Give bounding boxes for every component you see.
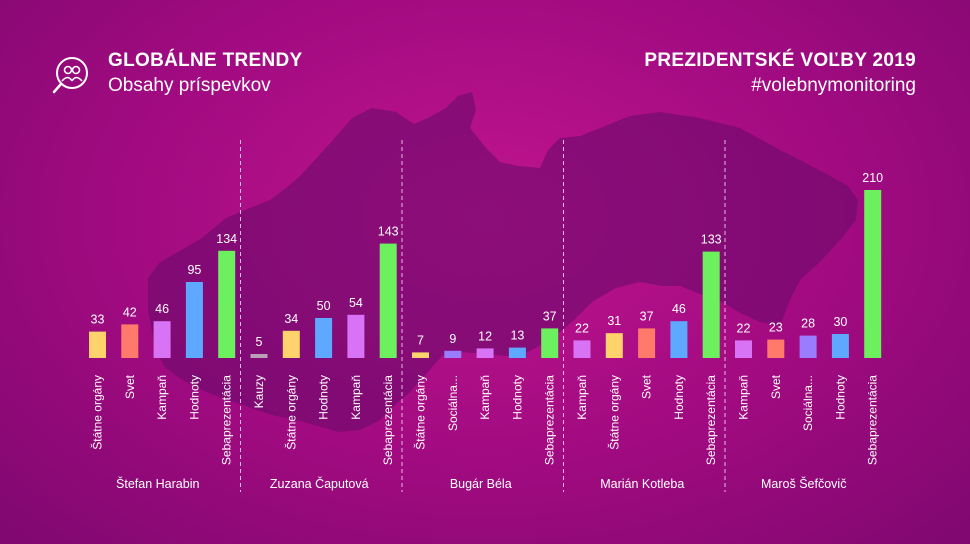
bar xyxy=(638,328,656,358)
category-label: Štátne orgány xyxy=(90,375,105,450)
bar-value-label: 210 xyxy=(862,171,883,185)
group-label: Zuzana Čaputová xyxy=(270,476,369,491)
bar-value-label: 33 xyxy=(91,313,105,327)
bar-value-label: 37 xyxy=(543,309,557,323)
bar-value-label: 13 xyxy=(510,329,524,343)
category-label: Hodnoty xyxy=(187,375,201,420)
category-label: Sociálna... xyxy=(446,375,460,431)
bar-value-label: 34 xyxy=(284,312,298,326)
category-label: Svet xyxy=(640,374,654,399)
bar xyxy=(379,243,397,358)
bar-value-label: 46 xyxy=(672,302,686,316)
group-label: Bugár Béla xyxy=(450,477,512,491)
bar xyxy=(702,251,720,358)
bar xyxy=(347,314,365,358)
category-label: Sebaprezentácia xyxy=(704,375,718,465)
header-right-title: PREZIDENTSKÉ VOĽBY 2019 xyxy=(644,50,916,71)
category-label: Kampaň xyxy=(478,375,492,420)
bar-value-label: 133 xyxy=(701,233,722,247)
bar xyxy=(315,318,333,358)
bar-value-label: 143 xyxy=(378,225,399,239)
category-label: Sebaprezentácia xyxy=(543,375,557,465)
category-label: Hodnoty xyxy=(672,375,686,420)
category-label: Sebaprezentácia xyxy=(220,375,234,465)
bar-value-label: 42 xyxy=(123,305,137,319)
bar-value-label: 54 xyxy=(349,296,363,310)
bar-value-label: 22 xyxy=(575,321,589,335)
bar xyxy=(541,328,559,358)
category-label: Svet xyxy=(123,374,137,399)
category-label: Svet xyxy=(769,374,783,399)
bar-value-label: 9 xyxy=(449,332,456,346)
magnifier-people-icon xyxy=(52,57,88,94)
bar xyxy=(476,348,494,358)
bar-value-label: 23 xyxy=(769,321,783,335)
category-label: Hodnoty xyxy=(317,375,331,420)
category-label: Kampaň xyxy=(575,375,589,420)
bar xyxy=(508,347,526,358)
bar-value-label: 95 xyxy=(187,263,201,277)
category-label: Štátne orgány xyxy=(606,375,621,450)
bar xyxy=(735,340,752,358)
bar xyxy=(121,324,139,358)
bar xyxy=(799,335,817,358)
bar-value-label: 37 xyxy=(640,309,654,323)
category-label: Štátne orgány xyxy=(283,375,298,450)
header-left-subtitle: Obsahy príspevkov xyxy=(108,75,271,96)
group-label: Štefan Harabin xyxy=(116,476,199,491)
bar xyxy=(185,282,203,358)
bar xyxy=(412,352,429,358)
bar-value-label: 30 xyxy=(833,315,847,329)
category-label: Hodnoty xyxy=(833,375,847,420)
header-right-subtitle: #volebnymonitoring xyxy=(751,75,916,96)
bar xyxy=(670,321,688,358)
category-label: Štátne orgány xyxy=(413,375,428,450)
bar-value-label: 46 xyxy=(155,302,169,316)
bar xyxy=(444,350,462,358)
bar xyxy=(282,330,300,358)
bar-value-label: 12 xyxy=(478,329,492,343)
category-label: Kampaň xyxy=(155,375,169,420)
bar-value-label: 7 xyxy=(417,333,424,347)
category-label: Sociálna... xyxy=(801,375,815,431)
bar xyxy=(831,334,849,358)
category-label: Sebaprezentácia xyxy=(866,375,880,465)
category-label: Hodnoty xyxy=(510,375,524,420)
bar xyxy=(864,190,882,358)
bar-value-label: 22 xyxy=(737,321,751,335)
category-label: Kampaň xyxy=(737,375,751,420)
category-label: Sebaprezentácia xyxy=(381,375,395,465)
bar-value-label: 28 xyxy=(801,317,815,331)
header-right: PREZIDENTSKÉ VOĽBY 2019 #volebnymonitori… xyxy=(644,50,916,97)
bar-value-label: 50 xyxy=(317,299,331,313)
group-label: Marián Kotleba xyxy=(600,477,684,491)
bar xyxy=(250,354,268,358)
header-left-title: GLOBÁLNE TRENDY xyxy=(108,50,303,71)
group-label: Maroš Šefčovič xyxy=(761,476,846,491)
bar xyxy=(218,250,236,358)
bar xyxy=(153,321,171,358)
bar-value-label: 5 xyxy=(256,335,263,349)
bar-value-label: 134 xyxy=(216,232,237,246)
bar xyxy=(89,331,106,358)
bar-value-label: 31 xyxy=(607,314,621,328)
header-left: GLOBÁLNE TRENDY Obsahy príspevkov xyxy=(52,50,303,97)
bar xyxy=(573,340,591,358)
bar xyxy=(767,339,785,358)
category-label: Kauzy xyxy=(252,375,266,408)
bar xyxy=(605,333,623,358)
category-label: Kampaň xyxy=(349,375,363,420)
